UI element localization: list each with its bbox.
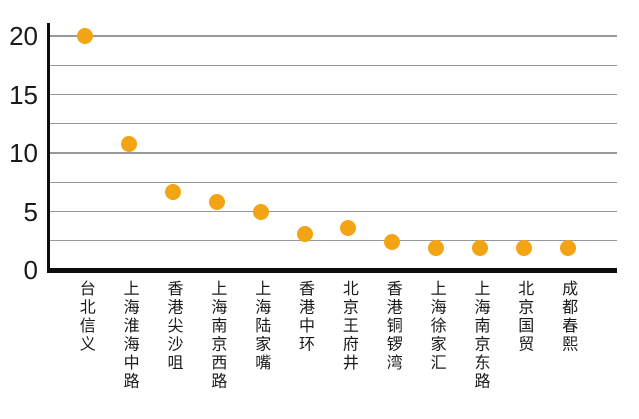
gridline <box>48 210 617 213</box>
data-point-dot <box>559 239 576 256</box>
x-axis-category-label: 北京国贸 <box>515 280 533 354</box>
x-axis-category-label: 香港铜锣湾 <box>383 280 401 373</box>
data-point-dot <box>515 239 532 256</box>
y-axis-line <box>47 23 50 273</box>
x-axis-category-label: 香港中环 <box>296 280 314 354</box>
x-axis-category-label: 上海南京东路 <box>471 280 489 391</box>
y-axis-tick-label: 0 <box>23 255 38 285</box>
gridline <box>48 93 617 96</box>
y-axis-tick-label: 10 <box>9 138 38 168</box>
x-axis-category-label: 台北信义 <box>76 280 94 354</box>
data-point-dot <box>471 239 488 256</box>
data-point-dot <box>121 135 138 152</box>
data-point-dot <box>428 239 445 256</box>
data-point-dot <box>252 203 269 220</box>
x-axis-category-label: 成都春熙 <box>559 280 577 354</box>
data-point-dot <box>77 28 94 44</box>
y-axis-tick-label: 5 <box>23 196 38 227</box>
x-axis-line <box>47 268 617 273</box>
x-axis-category-label: 上海淮海中路 <box>120 280 138 391</box>
x-axis-category-label: 上海南京西路 <box>208 280 226 391</box>
x-axis-category-label: 北京王府井 <box>339 280 357 373</box>
gridline <box>48 35 617 37</box>
y-axis-tick-label: 20 <box>9 21 38 51</box>
gridline <box>48 181 617 183</box>
data-point-dot <box>340 219 357 236</box>
gridline <box>48 240 617 242</box>
x-axis-category-label: 上海徐家汇 <box>427 280 445 373</box>
data-point-dot <box>208 194 225 211</box>
gridline <box>48 152 617 154</box>
data-point-dot <box>296 225 313 242</box>
data-point-dot <box>165 183 181 200</box>
data-point-dot <box>384 233 401 250</box>
gridline <box>48 123 617 125</box>
x-axis-category-label: 香港尖沙咀 <box>164 280 182 373</box>
y-axis-tick-label: 15 <box>9 79 38 110</box>
gridline <box>48 64 617 66</box>
x-axis-category-label: 上海陆家嘴 <box>252 280 270 373</box>
